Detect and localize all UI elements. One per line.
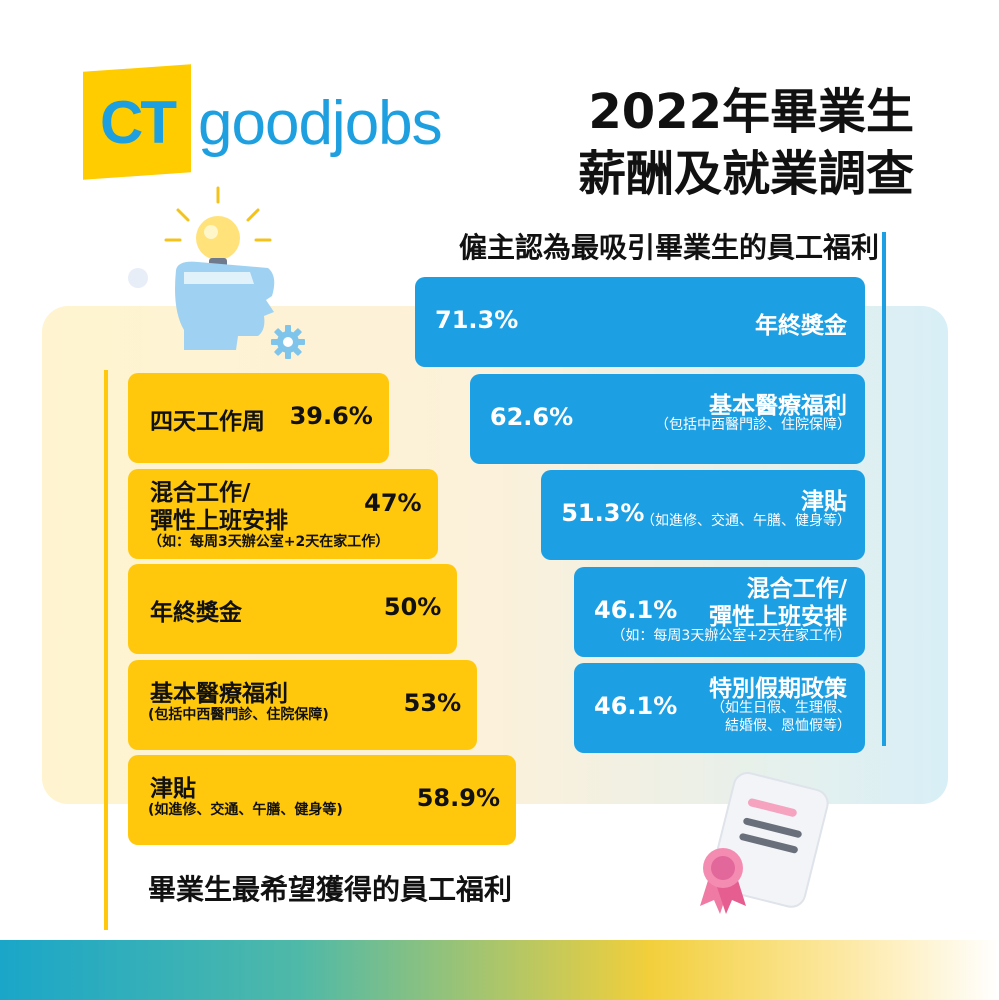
graduate-category-label: 四天工作周: [150, 409, 265, 435]
graduate-note-label: (包括中西醫門診、住院保障): [148, 706, 329, 723]
graduate-chart-title: 畢業生最希望獲得的員工福利: [148, 873, 513, 906]
employer-category-label: 混合工作/: [746, 575, 847, 602]
employer-note-label: （如進修、交通、午膳、健身等）: [640, 513, 851, 529]
page-title-line1: 2022年畢業生: [588, 84, 914, 140]
graduate-axis-line: [104, 370, 108, 930]
graduate-bar: 39.6% 四天工作周: [128, 373, 389, 463]
graduate-value-label: 47%: [364, 488, 422, 517]
employer-value-label: 51.3%: [561, 499, 645, 527]
graduate-value-label: 39.6%: [289, 402, 373, 430]
employer-note-label: （如生日假、生理假、 結婚假、恩恤假等）: [710, 700, 851, 734]
graduate-bar: 47% 混合工作/彈性上班安排 （如：每周3天辦公室+2天在家工作）: [128, 468, 438, 559]
graduate-note-label: (如進修、交通、午膳、健身等): [148, 802, 343, 818]
graduate-value-label: 53%: [403, 688, 462, 717]
graduate-bar: 53% 基本醫療福利 (包括中西醫門診、住院保障): [128, 659, 478, 750]
employer-note-label: （包括中西醫門診、住院保障）: [654, 416, 851, 433]
graduate-category-label: 年終獎金: [150, 600, 242, 626]
graduate-category-label: 混合工作/: [150, 479, 251, 506]
employer-bar: 71.3% 年終獎金: [415, 277, 865, 367]
employer-axis-line: [882, 232, 886, 746]
employer-bar: 46.1% 混合工作/彈性上班安排 （如：每周3天辦公室+2天在家工作）: [574, 566, 865, 657]
logo-ct-block: CT: [83, 64, 191, 180]
graduate-note-label: （如：每周3天辦公室+2天在家工作）: [148, 533, 390, 550]
employer-category-label: 特別假期政策: [708, 676, 847, 702]
employer-value-label: 46.1%: [594, 595, 678, 624]
employer-chart-title: 僱主認為最吸引畢業生的員工福利: [458, 231, 879, 264]
graduate-bar: 58.9% 津貼 (如進修、交通、午膳、健身等): [128, 755, 516, 845]
graduate-value-label: 50%: [383, 593, 442, 621]
bottom-gradient-strip: [0, 940, 999, 1000]
lightbulb-icon: [128, 186, 275, 350]
employer-note-label: （如：每周3天辦公室+2天在家工作）: [611, 627, 851, 644]
employer-bar: 51.3% 津貼 （如進修、交通、午膳、健身等）: [541, 470, 865, 560]
gear-icon: [271, 325, 305, 359]
employer-category-label: 津貼: [800, 489, 847, 515]
employer-bar: 46.1% 特別假期政策 （如生日假、生理假、 結婚假、恩恤假等）: [574, 663, 865, 753]
employer-value-label: 62.6%: [489, 402, 574, 431]
employer-value-label: 46.1%: [594, 692, 678, 720]
graduate-category-label: 彈性上班安排: [150, 507, 288, 534]
employer-bar: 62.6% 基本醫療福利 （包括中西醫門診、住院保障）: [469, 373, 865, 464]
graduate-value-label: 58.9%: [416, 784, 500, 812]
employer-category-label: 年終獎金: [755, 313, 847, 339]
logo-wordmark: goodjobs: [198, 89, 443, 158]
page-title-line2: 薪酬及就業調查: [577, 146, 914, 202]
employer-category-label: 彈性上班安排: [708, 603, 847, 630]
logo-ct-text: CT: [100, 88, 174, 156]
graduate-category-label: 基本醫療福利: [150, 680, 288, 707]
employer-value-label: 71.3%: [435, 306, 519, 334]
employer-category-label: 基本醫療福利: [708, 392, 847, 419]
graduate-category-label: 津貼: [150, 776, 196, 802]
graduate-bar: 50% 年終獎金: [128, 564, 458, 654]
certificate-icon: [700, 772, 829, 914]
